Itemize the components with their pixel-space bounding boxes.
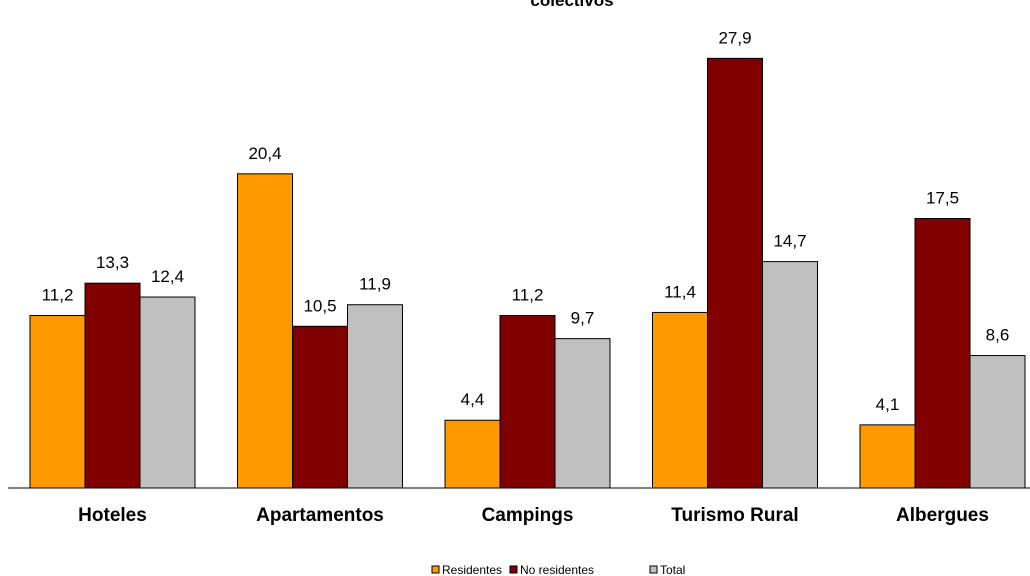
category-label: Campings — [482, 505, 574, 526]
bar-albergues-no-residentes — [914, 218, 971, 489]
bar-campings-no-residentes — [499, 315, 556, 489]
category-label: Apartamentos — [256, 505, 384, 526]
legend-swatch-total — [649, 565, 658, 574]
bar-hoteles-no-residentes — [84, 282, 141, 489]
legend: Residentes No residentes Total — [431, 563, 685, 576]
bar-apartamentos-total — [347, 304, 403, 489]
value-label: 11,4 — [664, 282, 696, 301]
bar-apartamentos-no-residentes — [292, 325, 348, 489]
category-labels-group: Hoteles Apartamentos Campings Turismo Rural… — [78, 505, 989, 526]
value-label: 8,6 — [986, 326, 1010, 345]
bar-campings-residentes — [444, 419, 501, 489]
value-label: 11,9 — [359, 275, 391, 294]
bar-apartamentos-residentes — [237, 173, 293, 489]
value-label: 12,4 — [151, 267, 184, 286]
legend-label: Total — [660, 563, 685, 576]
value-label: 11,2 — [512, 286, 544, 305]
value-label: 4,1 — [876, 395, 900, 414]
value-label: 17,5 — [926, 189, 959, 208]
value-label: 27,9 — [718, 28, 751, 47]
value-label: 20,4 — [248, 144, 281, 163]
value-label: 14,7 — [773, 232, 806, 251]
bar-hoteles-residentes — [29, 315, 86, 489]
legend-label: Residentes — [442, 563, 502, 576]
legend-swatch-residentes — [431, 565, 440, 574]
bar-turismo-rural-no-residentes — [707, 57, 763, 489]
bar-turismo-rural-total — [762, 261, 818, 489]
bar-hoteles-total — [139, 296, 196, 489]
category-label: Hoteles — [78, 505, 147, 526]
bars-group — [29, 57, 1026, 489]
bar-albergues-residentes — [859, 424, 916, 489]
category-label: Albergues — [896, 505, 989, 526]
category-label: Turismo Rural — [671, 505, 798, 526]
bar-albergues-total — [969, 355, 1026, 489]
chart-title: colectivos — [530, 0, 613, 10]
value-label: 13,3 — [96, 253, 129, 272]
value-label: 9,7 — [571, 309, 595, 328]
legend-label: No residentes — [520, 563, 594, 576]
value-label: 11,2 — [42, 286, 74, 305]
legend-swatch-no-residentes — [509, 565, 518, 574]
bar-campings-total — [554, 338, 611, 489]
bar-turismo-rural-residentes — [652, 311, 708, 489]
value-labels-group: 11,2 13,3 12,4 20,4 10,5 11,9 4,4 11,2 9,7 11,4 27… — [42, 28, 1010, 414]
value-label: 10,5 — [303, 296, 336, 315]
value-label: 4,4 — [461, 390, 485, 409]
